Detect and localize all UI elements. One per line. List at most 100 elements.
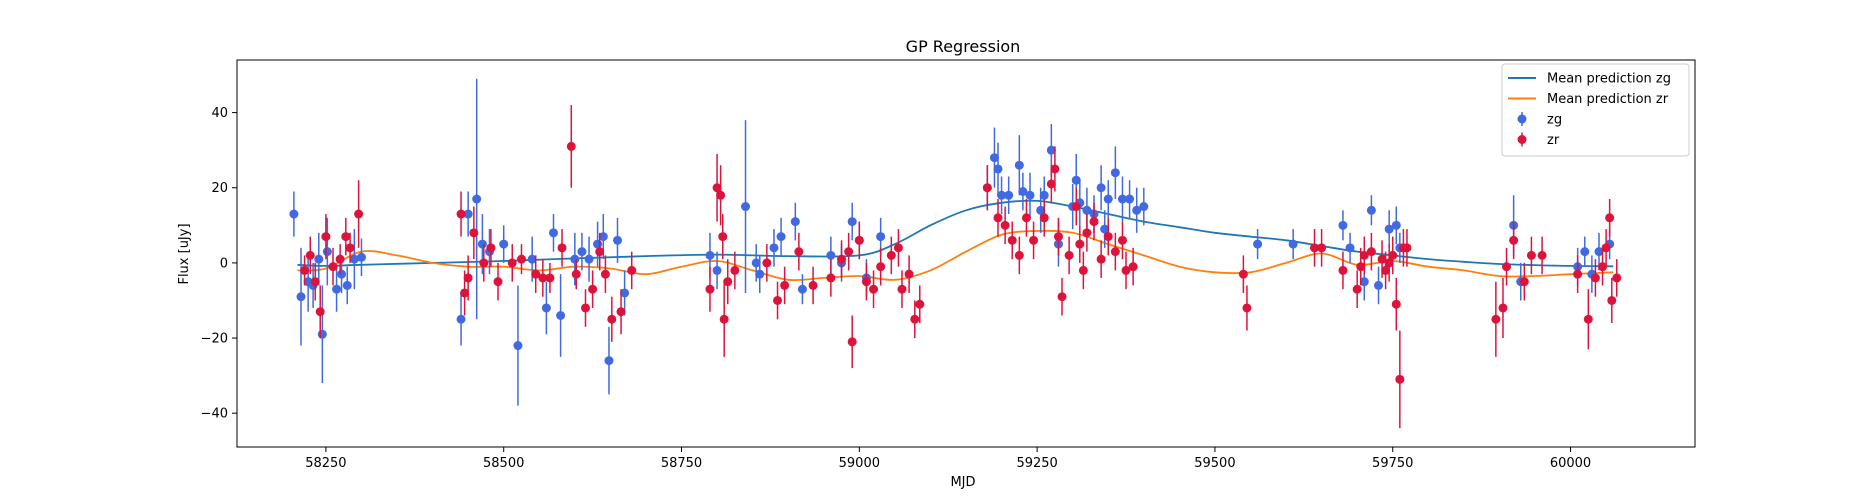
legend-marker-swatch [1517,135,1527,144]
plot-frame [236,59,1696,448]
data-point [322,247,332,257]
data-point [1039,190,1049,200]
data-point [1082,205,1092,215]
data-point [598,232,608,242]
data-point [1580,247,1590,257]
y-tick-label: 20 [211,181,228,196]
data-point [1509,235,1519,245]
data-point [463,273,473,283]
data-point [1025,190,1035,200]
legend-label: Mean prediction zg [1547,72,1671,87]
data-point [595,247,605,257]
data-point [847,337,857,347]
data-point [1046,145,1056,155]
data-point [557,243,567,253]
data-point [477,239,487,249]
data-point [310,277,320,287]
data-point [1377,254,1387,264]
data-point [808,280,818,290]
data-point [712,183,722,193]
data-point [997,190,1007,200]
data-point [1242,303,1252,313]
data-point [356,252,366,262]
data-point [1601,243,1611,253]
data-point [1288,239,1298,249]
data-point [1000,220,1010,230]
series-zr [300,105,1622,429]
data-point [513,341,523,351]
y-tick-label: 0 [220,256,228,271]
data-point [1384,258,1394,268]
data-point [1096,183,1106,193]
data-point [1071,202,1081,212]
data-point [1071,175,1081,185]
data-point [314,254,324,264]
data-point [854,235,864,245]
data-point [538,273,548,283]
data-point [354,209,364,219]
data-point [1253,239,1263,249]
data-point [1014,250,1024,260]
data-point [1057,292,1067,302]
data-point [332,284,342,294]
data-point [1583,314,1593,324]
data-point [1053,232,1063,242]
data-point [1103,194,1113,204]
data-point [463,209,473,219]
data-point [876,232,886,242]
y-axis-ticks: −40 −20 0 20 40 [201,106,237,422]
data-point [1128,262,1138,272]
data-point [469,228,479,238]
chart-title: GP Regression [906,37,1021,56]
data-point [844,247,854,257]
data-point [826,273,836,283]
data-point [1338,220,1348,230]
x-tick-label: 59000 [839,456,880,471]
x-tick-label: 59250 [1016,456,1057,471]
data-point [1607,295,1617,305]
data-point [776,232,786,242]
data-point [1317,243,1327,253]
data-point [342,280,352,290]
data-point [1089,217,1099,227]
data-point [456,209,466,219]
data-point [1132,205,1142,215]
x-tick-label: 59500 [1194,456,1235,471]
x-tick-label: 60000 [1550,456,1591,471]
data-point [716,190,726,200]
data-point [705,284,715,294]
data-point [580,303,590,313]
data-point [507,258,517,268]
data-point [1121,265,1131,275]
data-point [1352,284,1362,294]
data-point [289,209,299,219]
data-point [1039,213,1049,223]
data-point [531,269,541,279]
data-point [1537,250,1547,260]
data-point [910,314,920,324]
plot-area [237,60,1695,447]
data-point [627,265,637,275]
data-point [1046,179,1056,189]
data-point [1498,303,1508,313]
data-point [1050,164,1060,174]
data-point [1082,228,1092,238]
data-point [607,314,617,324]
data-point [1103,232,1113,242]
data-point [826,250,836,260]
data-point [1110,247,1120,257]
data-point [712,265,722,275]
data-point [1078,265,1088,275]
data-point [1359,250,1369,260]
legend: Mean prediction zg Mean prediction zr zg zr [1501,63,1690,157]
data-point [780,280,790,290]
data-point [837,254,847,264]
mean-prediction-line-zg [297,199,1614,268]
data-point [769,243,779,253]
data-point [328,262,338,272]
data-point [897,284,907,294]
data-point [456,314,466,324]
data-point [869,284,879,294]
y-tick-label: −20 [201,332,228,347]
data-point [762,258,772,268]
